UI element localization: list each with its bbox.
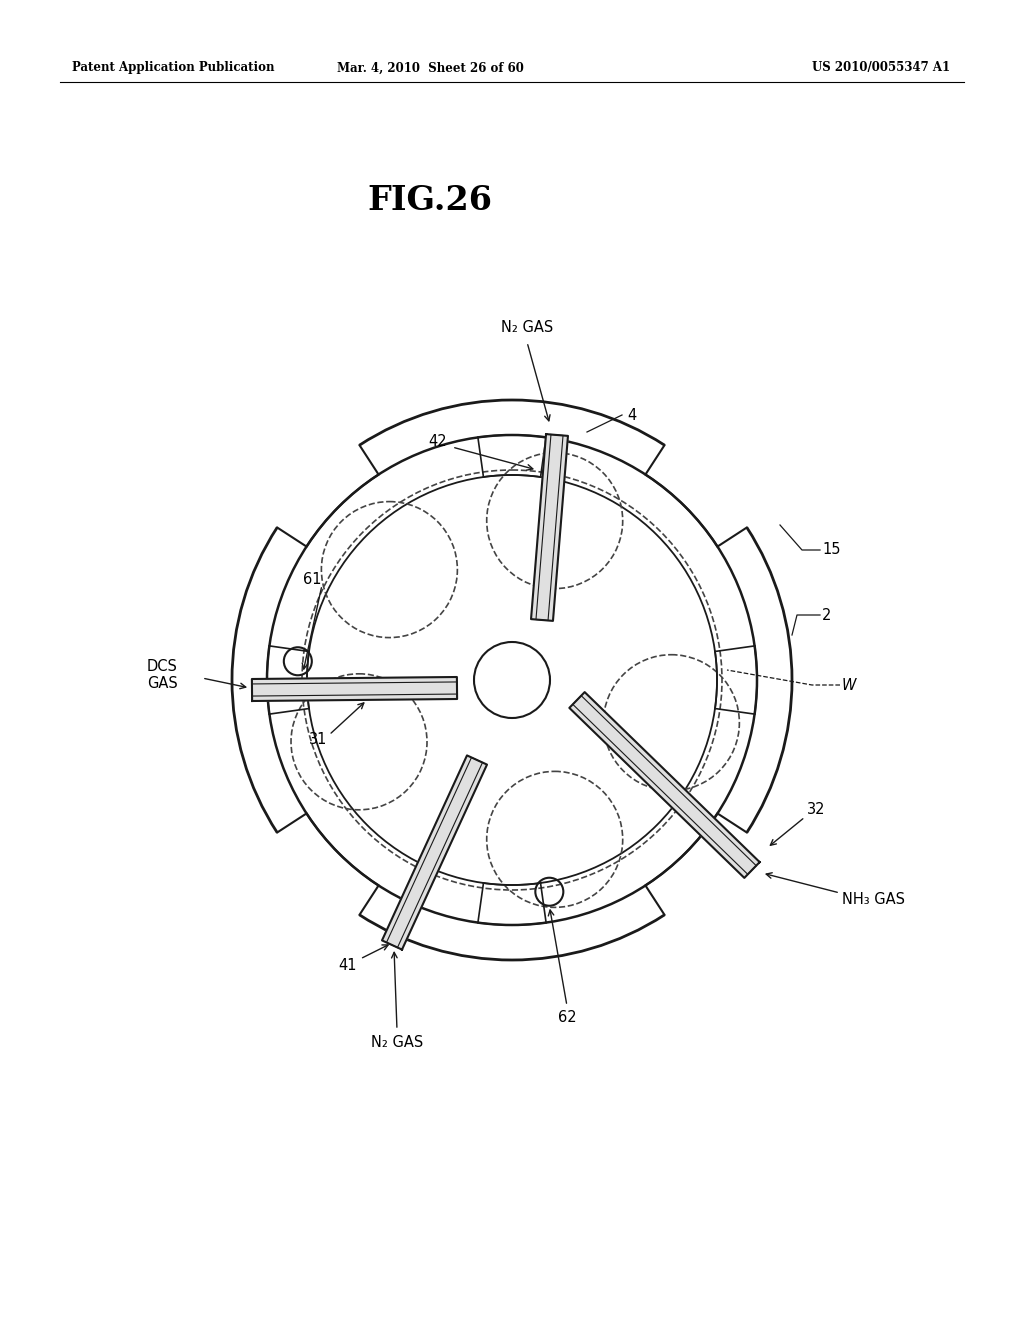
Text: 31: 31 xyxy=(308,733,327,747)
Text: N₂ GAS: N₂ GAS xyxy=(501,319,553,335)
Text: 42: 42 xyxy=(428,434,447,450)
Text: 15: 15 xyxy=(822,543,841,557)
Polygon shape xyxy=(531,434,568,620)
Text: US 2010/0055347 A1: US 2010/0055347 A1 xyxy=(812,62,950,74)
Text: Patent Application Publication: Patent Application Publication xyxy=(72,62,274,74)
Polygon shape xyxy=(382,755,487,949)
Text: 61: 61 xyxy=(303,573,322,587)
Polygon shape xyxy=(569,692,760,878)
Text: N₂ GAS: N₂ GAS xyxy=(371,1035,423,1049)
Polygon shape xyxy=(252,677,457,701)
Text: DCS
GAS: DCS GAS xyxy=(147,659,178,692)
Text: 2: 2 xyxy=(822,607,831,623)
Text: 41: 41 xyxy=(339,957,357,973)
Text: W: W xyxy=(842,677,856,693)
Text: NH₃ GAS: NH₃ GAS xyxy=(842,892,905,908)
Text: 4: 4 xyxy=(627,408,636,422)
Text: 32: 32 xyxy=(807,803,825,817)
Text: Mar. 4, 2010  Sheet 26 of 60: Mar. 4, 2010 Sheet 26 of 60 xyxy=(337,62,523,74)
Text: FIG.26: FIG.26 xyxy=(368,183,493,216)
Text: 62: 62 xyxy=(558,1010,577,1026)
